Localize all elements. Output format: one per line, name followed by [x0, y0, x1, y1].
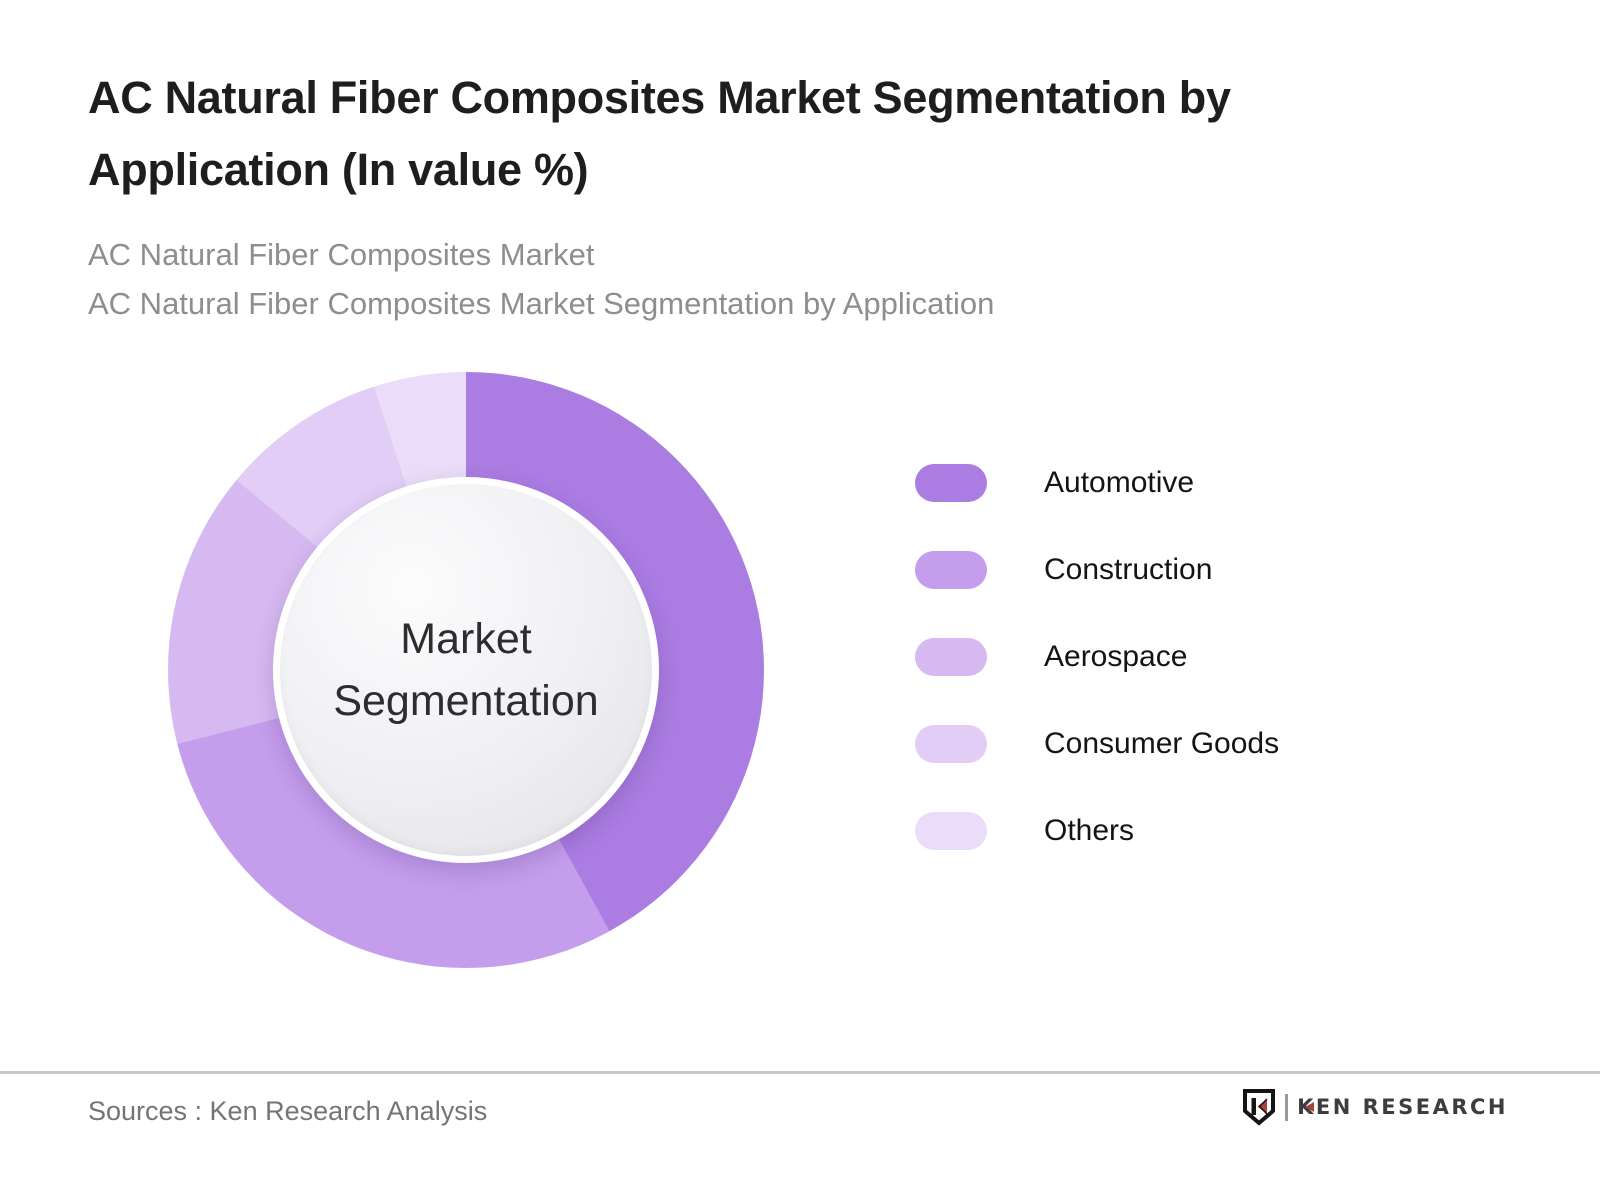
legend-swatch-aerospace — [915, 638, 987, 676]
legend-swatch-others — [915, 812, 987, 850]
legend-label-construction: Construction — [1044, 553, 1213, 586]
page-title: AC Natural Fiber Composites Market Segme… — [88, 72, 1231, 195]
legend-item-others: Others — [915, 812, 1279, 850]
legend-swatch-automotive — [915, 464, 987, 502]
chart-legend: Automotive Construction Aerospace Consum… — [915, 464, 1279, 899]
ken-research-logo: KEN RESEARCH — [1241, 1088, 1508, 1126]
chart-subtitle: AC Natural Fiber Composites Market AC Na… — [88, 230, 994, 328]
legend-swatch-construction — [915, 551, 987, 589]
subtitle-line-1: AC Natural Fiber Composites Market — [88, 237, 595, 272]
ken-research-shield-icon — [1243, 1089, 1276, 1126]
donut-center-disc: Market Segmentation — [273, 477, 659, 863]
sources-note: Sources : Ken Research Analysis — [88, 1096, 488, 1126]
legend-label-others: Others — [1044, 814, 1135, 847]
legend-item-aerospace: Aerospace — [915, 638, 1279, 676]
legend-label-automotive: Automotive — [1044, 466, 1195, 499]
donut-center-label: Market Segmentation — [333, 615, 599, 725]
legend-item-construction: Construction — [915, 551, 1279, 589]
legend-label-aerospace: Aerospace — [1044, 640, 1188, 673]
footer-divider — [0, 1071, 1600, 1074]
brand-k-accent — [1305, 1102, 1315, 1112]
brand-wordmark: KEN RESEARCH — [1297, 1095, 1508, 1119]
legend-item-automotive: Automotive — [915, 464, 1279, 502]
logo-divider — [1285, 1093, 1289, 1121]
brand-text: KEN RESEARCH — [1297, 1095, 1508, 1119]
legend-swatch-consumer-goods — [915, 725, 987, 763]
legend-item-consumer-goods: Consumer Goods — [915, 725, 1279, 763]
legend-label-consumer-goods: Consumer Goods — [1044, 727, 1280, 760]
subtitle-line-2: AC Natural Fiber Composites Market Segme… — [88, 286, 995, 321]
donut-chart: Market Segmentation — [168, 372, 764, 968]
